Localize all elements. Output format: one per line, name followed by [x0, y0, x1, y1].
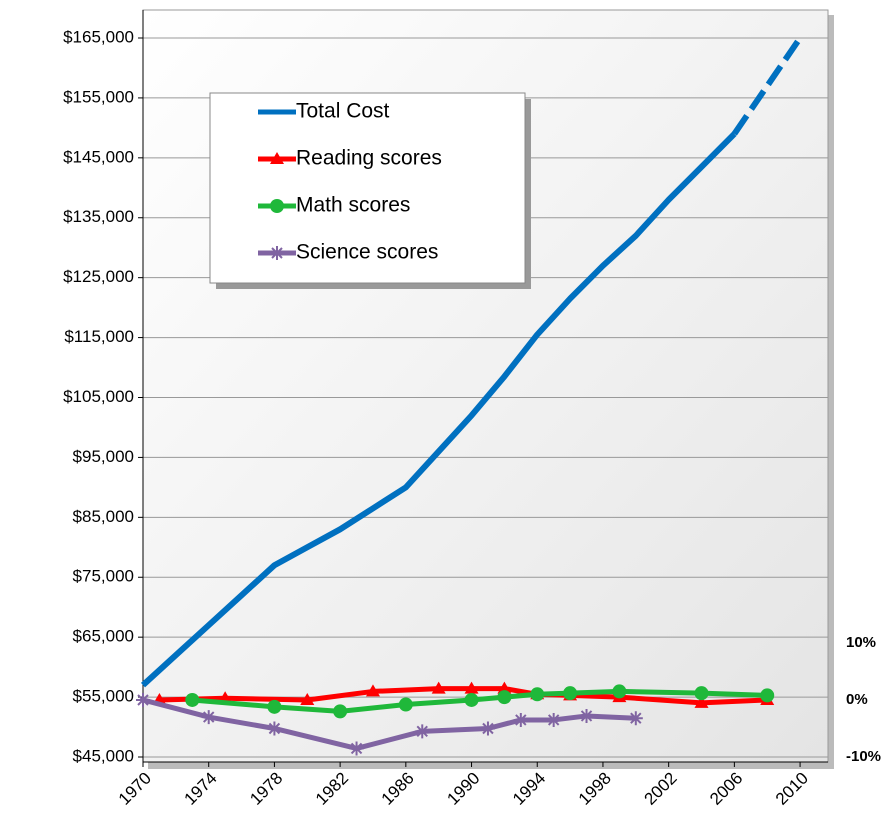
point: [480, 721, 495, 736]
x-tick-label: 1990: [443, 769, 483, 809]
point: [267, 721, 282, 736]
x-tick-label: 2010: [772, 769, 812, 809]
y-tick-label: $135,000: [63, 207, 134, 226]
point: [497, 681, 512, 694]
series-line: [140, 131, 737, 688]
y-tick-label: $145,000: [63, 147, 134, 166]
legend-label: Total Cost: [296, 100, 390, 123]
point: [201, 710, 216, 725]
point: [136, 692, 150, 707]
x-tick-label: 1970: [115, 769, 155, 809]
point: [694, 695, 709, 708]
y2-tick-label: -10%: [846, 748, 881, 765]
point: [349, 741, 364, 756]
x-tick-label: 1998: [575, 769, 615, 809]
point: [513, 712, 528, 727]
point: [300, 692, 315, 705]
point: [563, 686, 578, 701]
x-tick-label: 2006: [706, 769, 746, 809]
point: [694, 686, 709, 701]
x-tick-label: 1978: [246, 769, 286, 809]
series-line: [142, 697, 636, 751]
y-tick-label: $45,000: [73, 746, 134, 765]
legend-label: Reading scores: [296, 147, 442, 170]
x-tick-label: 2002: [640, 769, 680, 809]
y-tick-label: $115,000: [64, 327, 134, 346]
legend-marker: [270, 246, 284, 260]
point: [612, 684, 627, 699]
x-tick-label: 1994: [509, 769, 549, 809]
point: [431, 681, 446, 694]
point: [398, 697, 413, 712]
point: [365, 684, 380, 697]
y2-tick-label: 0%: [846, 691, 868, 708]
y-tick-label: $155,000: [63, 87, 134, 106]
x-tick-label: 1986: [378, 769, 418, 809]
point: [464, 692, 479, 707]
point: [579, 708, 594, 723]
point: [497, 690, 512, 705]
point: [415, 724, 430, 739]
point: [546, 712, 561, 727]
point: [267, 699, 282, 714]
point: [333, 704, 348, 719]
point: [185, 692, 200, 707]
point: [760, 688, 775, 703]
y-tick-label: $165,000: [63, 27, 134, 46]
y2-tick-label: 10%: [846, 634, 876, 651]
point: [530, 687, 545, 702]
series-line: [159, 686, 768, 706]
legend-marker: [270, 199, 284, 213]
y-tick-label: $125,000: [63, 267, 134, 286]
point: [464, 681, 479, 694]
series-line-dashed: [731, 36, 803, 136]
legend-marker: [270, 152, 284, 164]
marks: [136, 36, 803, 756]
y-tick-label: $65,000: [73, 627, 134, 646]
legend: Total Cost Reading scores Math scores Scien…: [209, 92, 531, 289]
y-tick-label: $85,000: [73, 507, 134, 526]
legend-label: Math scores: [296, 194, 410, 217]
y-tick-label: $55,000: [73, 687, 134, 706]
y-tick-label: $105,000: [63, 387, 134, 406]
y-tick-label: $75,000: [73, 567, 134, 586]
x-tick-label: 1982: [312, 769, 352, 809]
y-tick-label: $95,000: [73, 447, 134, 466]
point: [628, 711, 643, 726]
x-tick-label: 1974: [181, 769, 221, 809]
legend-label: Science scores: [296, 241, 438, 264]
